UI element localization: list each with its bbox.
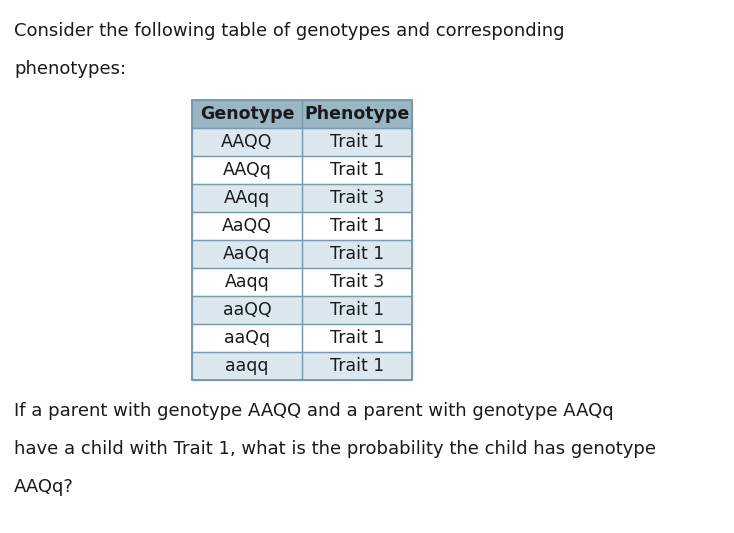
Bar (192, 184, 412, 212)
Bar (302, 100, 412, 128)
Bar (302, 212, 412, 240)
Bar (192, 100, 412, 380)
Bar (192, 156, 412, 184)
Text: Trait 3: Trait 3 (330, 189, 384, 207)
Bar (192, 240, 412, 268)
Bar (302, 324, 412, 352)
Text: Trait 1: Trait 1 (330, 217, 384, 235)
Bar (302, 268, 412, 296)
Text: AaQq: AaQq (223, 245, 271, 263)
Text: If a parent with genotype AAQQ and a parent with genotype AAQq: If a parent with genotype AAQQ and a par… (14, 402, 614, 420)
Bar (192, 324, 302, 352)
Bar (302, 352, 412, 380)
Bar (192, 100, 412, 128)
Bar (192, 212, 302, 240)
Text: Trait 1: Trait 1 (330, 329, 384, 347)
Text: AAQQ: AAQQ (221, 133, 273, 151)
Bar (302, 240, 412, 268)
Bar (192, 212, 412, 240)
Text: aaQQ: aaQQ (222, 301, 272, 319)
Text: aaqq: aaqq (225, 357, 269, 375)
Text: AAQq: AAQq (222, 161, 272, 179)
Text: AAQq?: AAQq? (14, 478, 74, 496)
Bar (302, 184, 412, 212)
Bar (192, 324, 412, 352)
Text: Trait 1: Trait 1 (330, 245, 384, 263)
Bar (192, 184, 302, 212)
Text: Trait 1: Trait 1 (330, 301, 384, 319)
Bar (192, 100, 302, 128)
Bar (192, 296, 412, 324)
Bar (302, 156, 412, 184)
Text: Trait 1: Trait 1 (330, 161, 384, 179)
Bar (192, 156, 302, 184)
Text: Trait 1: Trait 1 (330, 133, 384, 151)
Text: Phenotype: Phenotype (305, 105, 410, 123)
Bar (192, 240, 302, 268)
Text: Genotype: Genotype (200, 105, 294, 123)
Text: Trait 1: Trait 1 (330, 357, 384, 375)
Text: AAqq: AAqq (224, 189, 270, 207)
Text: AaQQ: AaQQ (222, 217, 272, 235)
Bar (192, 268, 412, 296)
Bar (192, 352, 302, 380)
Text: have a child with Trait 1, what is the probability the child has genotype: have a child with Trait 1, what is the p… (14, 440, 656, 458)
Bar (192, 296, 302, 324)
Bar (192, 128, 412, 156)
Text: Aaqq: Aaqq (225, 273, 269, 291)
Text: Consider the following table of genotypes and corresponding: Consider the following table of genotype… (14, 22, 564, 40)
Bar (302, 128, 412, 156)
Bar (302, 296, 412, 324)
Text: phenotypes:: phenotypes: (14, 60, 126, 78)
Bar (192, 352, 412, 380)
Text: Trait 3: Trait 3 (330, 273, 384, 291)
Text: aaQq: aaQq (224, 329, 270, 347)
Bar (192, 268, 302, 296)
Bar (192, 128, 302, 156)
